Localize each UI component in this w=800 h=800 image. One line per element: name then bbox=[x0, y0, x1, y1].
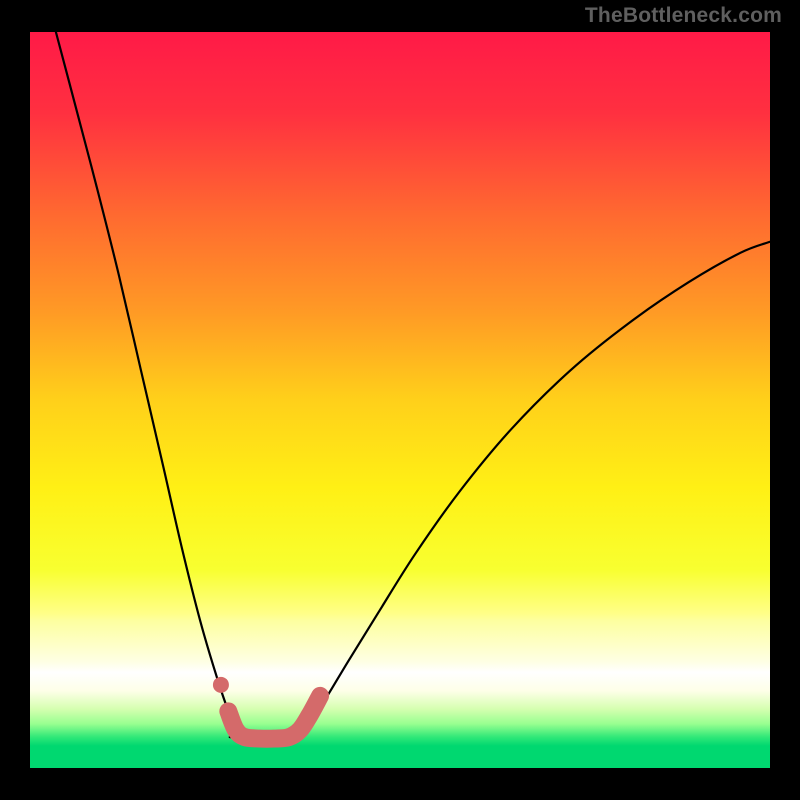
chart-container: TheBottleneck.com bbox=[0, 0, 800, 800]
highlight-dot bbox=[213, 677, 229, 693]
chart-background-gradient bbox=[30, 32, 770, 768]
bottleneck-chart bbox=[0, 0, 800, 800]
watermark-text: TheBottleneck.com bbox=[585, 4, 782, 28]
